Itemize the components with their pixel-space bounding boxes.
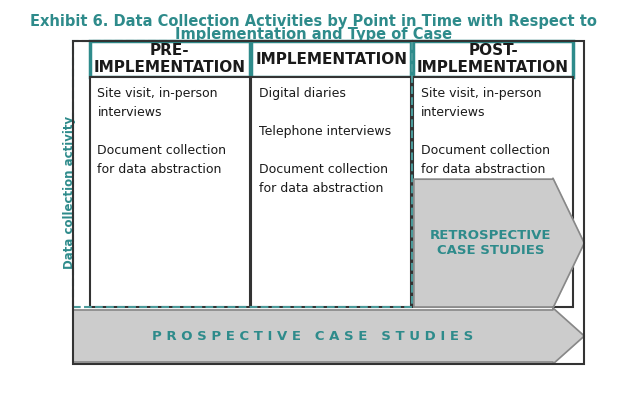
Bar xyxy=(413,41,573,77)
Bar xyxy=(73,41,584,364)
Text: IMPLEMENTATION: IMPLEMENTATION xyxy=(255,52,408,67)
Text: Digital diaries

Telephone interviews

Document collection
for data abstraction: Digital diaries Telephone interviews Doc… xyxy=(259,87,391,195)
Bar xyxy=(73,41,412,307)
Bar xyxy=(90,77,250,307)
Text: Site visit, in-person
interviews

Document collection
for data abstraction: Site visit, in-person interviews Documen… xyxy=(97,87,226,176)
Text: RETROSPECTIVE
CASE STUDIES: RETROSPECTIVE CASE STUDIES xyxy=(429,229,551,257)
Bar xyxy=(251,41,411,77)
Text: PRE-
IMPLEMENTATION: PRE- IMPLEMENTATION xyxy=(93,43,246,75)
Bar xyxy=(90,41,250,77)
Text: POST-
IMPLEMENTATION: POST- IMPLEMENTATION xyxy=(417,43,569,75)
Text: P R O S P E C T I V E   C A S E   S T U D I E S: P R O S P E C T I V E C A S E S T U D I … xyxy=(152,329,473,342)
Bar xyxy=(251,77,411,307)
Polygon shape xyxy=(73,308,584,364)
Polygon shape xyxy=(414,178,584,308)
Text: Exhibit 6. Data Collection Activities by Point in Time with Respect to: Exhibit 6. Data Collection Activities by… xyxy=(30,14,597,29)
Text: Implementation and Type of Case: Implementation and Type of Case xyxy=(175,27,452,42)
Text: Site visit, in-person
interviews

Document collection
for data abstraction: Site visit, in-person interviews Documen… xyxy=(421,87,550,176)
Text: Data collection activity: Data collection activity xyxy=(63,116,76,269)
Bar xyxy=(413,77,573,307)
